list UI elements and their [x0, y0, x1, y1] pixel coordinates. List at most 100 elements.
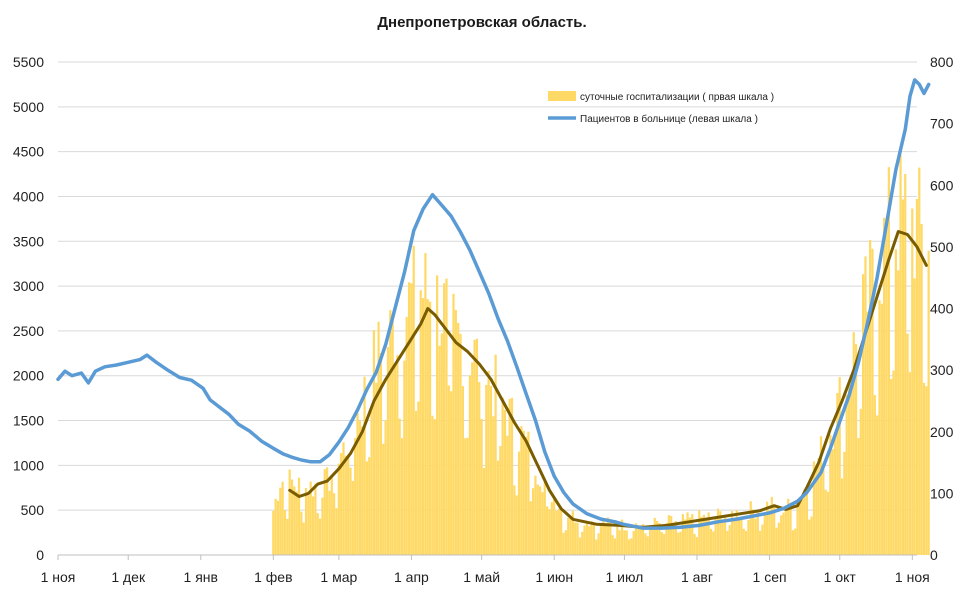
hospitalization-bar — [927, 250, 930, 555]
hospitalization-bar — [400, 438, 404, 555]
hospitalization-bar — [389, 310, 392, 555]
hospitalization-bar — [716, 508, 720, 555]
x-tick-label: 1 фев — [254, 569, 292, 585]
hospitalization-bar — [347, 456, 350, 555]
hospitalization-bar — [782, 512, 785, 555]
legend-swatch-bars — [548, 91, 576, 101]
hospitalization-bar — [623, 530, 626, 555]
hospitalization-bar — [550, 502, 553, 555]
hospitalization-bar — [604, 525, 607, 555]
hospitalization-bar — [576, 522, 579, 555]
x-tick-label: 1 авг — [681, 569, 713, 585]
right-tick-label: 400 — [930, 301, 954, 317]
hospitalization-bar — [742, 528, 745, 555]
left-tick-label: 3500 — [13, 233, 44, 249]
hospitalization-bar — [599, 523, 603, 555]
hospitalization-bar — [445, 278, 448, 555]
hospitalization-bar — [496, 460, 500, 555]
hospitalization-bar — [672, 522, 675, 555]
hospitalization-bar — [810, 516, 813, 555]
hospitalization-bar — [667, 515, 670, 555]
hospitalization-bar — [557, 508, 560, 555]
hospitalization-bar — [695, 537, 699, 555]
hospitalization-bar — [475, 338, 479, 555]
hospitalization-bar — [436, 275, 439, 555]
hospitalization-bar — [761, 524, 764, 555]
hospitalization-bar — [723, 516, 727, 555]
hospitalization-bar — [592, 522, 596, 555]
legend-label-line: Пациентов в больнице (левая шкала ) — [580, 113, 758, 125]
hospitalization-bar — [819, 436, 823, 555]
hospitalization-bar — [838, 377, 841, 555]
hospitalization-bar — [775, 527, 778, 555]
hospitalization-bar — [538, 486, 542, 555]
x-tick-label: 1 июн — [535, 569, 573, 585]
hospitalization-bar — [567, 517, 570, 555]
chart-title: Днепропетровская область. — [377, 14, 586, 31]
hospitalization-bar — [466, 437, 469, 555]
hospitalization-bar — [681, 514, 684, 555]
hospitalization-bar — [705, 518, 708, 555]
series-lines — [56, 78, 931, 530]
hospitalization-bar — [438, 345, 441, 555]
hospitalization-bar — [831, 449, 834, 555]
hospitalization-bar — [283, 510, 287, 555]
hospitalization-bar — [747, 520, 750, 555]
hospitalization-bar — [801, 495, 804, 555]
hospitalization-bar — [901, 199, 905, 555]
hospitalization-bar — [812, 461, 816, 555]
hospitalization-bar — [368, 457, 371, 555]
x-tick-label: 1 янв — [184, 569, 218, 585]
hospitalization-bar — [784, 509, 787, 555]
hospitalization-bar — [515, 495, 518, 555]
x-tick-label: 1 июл — [605, 569, 643, 585]
hospitalization-bar — [656, 520, 659, 555]
hospitalization-bar — [733, 519, 736, 555]
hospitalization-bar — [295, 491, 298, 555]
hospitalization-bar — [698, 510, 701, 555]
hospitalization-bar — [590, 521, 593, 555]
hospitalization-bar — [358, 420, 361, 555]
hospitalization-bar — [759, 530, 762, 555]
x-tick-label: 1 окт — [824, 569, 857, 585]
hospitalization-bar — [744, 530, 748, 555]
hospitalization-bar — [670, 516, 673, 555]
hospitalization-bar — [307, 495, 310, 555]
hospitalization-bar — [840, 478, 844, 555]
hospitalization-bar — [541, 492, 544, 555]
hospitalization-bar — [637, 525, 640, 555]
hospitalization-bar — [508, 398, 511, 555]
hospitalization-bar — [571, 510, 574, 555]
hospitalization-bar — [370, 406, 373, 555]
hospitalization-bar — [836, 393, 839, 555]
hospitalization-bar — [468, 375, 471, 555]
hospitalization-bar — [342, 442, 345, 555]
hospitalization-bar — [763, 512, 766, 555]
hospitalization-bar — [707, 512, 710, 555]
left-tick-label: 2000 — [13, 368, 44, 384]
hospitalization-bar — [641, 524, 645, 555]
hospitalization-bar — [351, 481, 354, 555]
hospitalization-bar — [560, 507, 563, 555]
hospitalization-bar — [644, 533, 647, 555]
hospitalization-bar — [709, 528, 713, 555]
hospitalization-bar — [766, 501, 769, 555]
hospitalization-bar — [850, 383, 853, 555]
hospitalization-bar — [803, 488, 806, 555]
hospitalization-bar — [606, 517, 610, 555]
hospitalization-bar — [426, 299, 429, 555]
hospitalization-bar — [393, 366, 397, 555]
hospitalization-bar — [866, 311, 869, 555]
x-tick-label: 1 ноя — [895, 569, 930, 585]
hospitalization-bar — [379, 352, 383, 555]
hospitalization-bar — [894, 249, 897, 555]
hospitalization-bar — [922, 382, 926, 555]
hospitalization-bar — [344, 455, 347, 555]
right-tick-label: 500 — [930, 239, 954, 255]
hospitalization-bar — [480, 418, 483, 555]
hospitalization-bar — [531, 488, 535, 555]
hospitalization-bar — [489, 385, 493, 555]
hospitalization-bar — [440, 333, 443, 555]
hospitalization-bar — [913, 278, 916, 555]
hospitalization-bar — [880, 303, 883, 555]
